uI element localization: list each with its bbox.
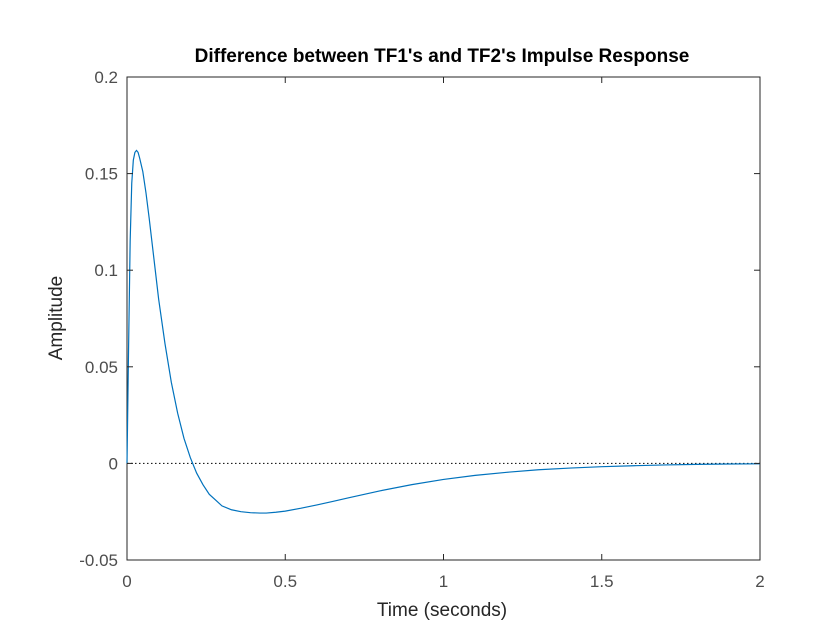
axes-box — [126, 76, 761, 561]
x-axis-ticks: 0 0.5 1 1.5 2 — [122, 77, 765, 591]
x-tick-label: 0.5 — [273, 572, 297, 591]
y-tick-label: 0.2 — [94, 68, 118, 87]
x-tick-label: 1.5 — [590, 572, 614, 591]
y-tick-label: 0.05 — [85, 358, 118, 377]
x-tick-label: 0 — [122, 572, 131, 591]
x-axis-label: Time (seconds) — [377, 600, 507, 621]
y-tick-label: 0 — [109, 454, 118, 473]
plot-area — [126, 76, 761, 561]
y-tick-label: 0.1 — [94, 261, 118, 280]
y-tick-label: 0.15 — [85, 165, 118, 184]
chart-title: Difference between TF1's and TF2's Impul… — [195, 46, 690, 67]
x-tick-label: 2 — [755, 572, 764, 591]
y-tick-label: -0.05 — [79, 551, 118, 570]
x-tick-label: 1 — [439, 572, 448, 591]
y-axis-ticks: -0.05 0 0.05 0.1 0.15 0.2 — [79, 68, 760, 570]
series-line — [126, 149, 761, 514]
y-axis-label: Amplitude — [46, 276, 67, 361]
